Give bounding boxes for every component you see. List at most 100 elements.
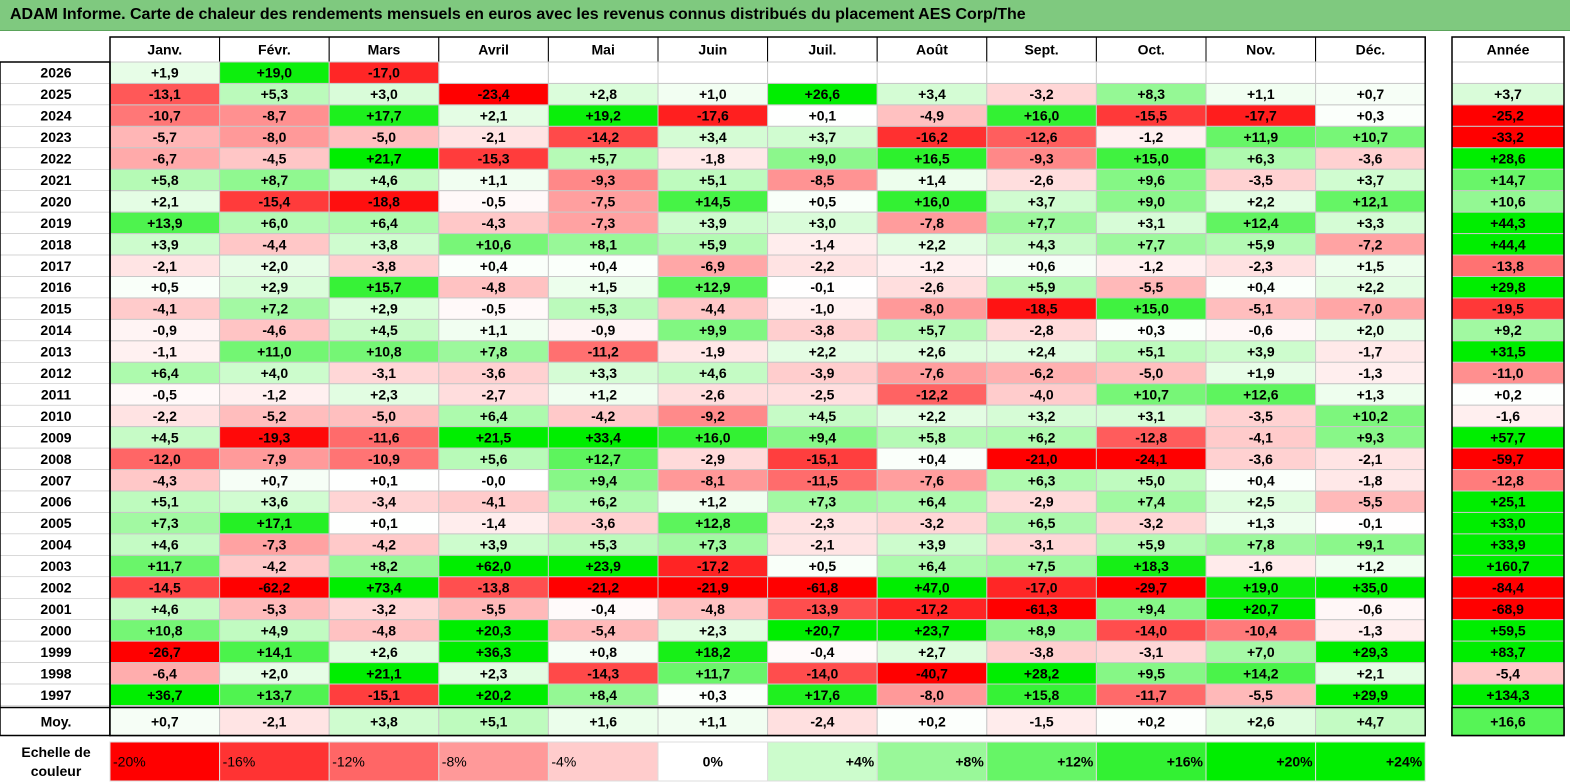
heat-value: +11,0 (257, 344, 292, 360)
year-label-2008: 2008 (40, 451, 71, 467)
heat-value: -6,2 (1030, 365, 1054, 381)
heat-value: +2,3 (480, 665, 508, 681)
heat-value: +10,6 (476, 236, 512, 252)
heat-value: +9,4 (589, 472, 617, 488)
heat-value: +0,3 (1357, 108, 1385, 124)
year-label-2020: 2020 (40, 193, 71, 209)
heat-value: -2,6 (701, 386, 725, 402)
heat-value: -3,6 (1358, 151, 1382, 167)
heat-value: +1,1 (480, 322, 508, 338)
heat-value: +6,4 (918, 494, 946, 510)
heat-value: +12,7 (585, 451, 621, 467)
heat-value: +16,0 (1024, 108, 1060, 124)
heat-value: -5,3 (262, 601, 286, 617)
heat-value: +7,7 (1137, 236, 1165, 252)
heat-value: +0,3 (1137, 322, 1165, 338)
heat-value: +2,2 (1357, 279, 1385, 295)
heat-value: -3,8 (1030, 644, 1054, 660)
heat-value: -0,0 (482, 472, 506, 488)
heat-value: +0,4 (1247, 472, 1275, 488)
heat-value: +4,6 (370, 172, 398, 188)
heat-value: +8,1 (589, 236, 617, 252)
annual-value: +44,3 (1490, 215, 1526, 231)
heat-value: +1,9 (1247, 365, 1275, 381)
heat-value: +11,7 (695, 665, 730, 681)
heat-value: -8,0 (920, 301, 944, 317)
heat-value: +4,5 (809, 408, 837, 424)
heat-value: +1,0 (699, 86, 727, 102)
heat-value: +73,4 (366, 580, 402, 596)
heat-value: +5,9 (699, 236, 727, 252)
annual-header: Année (1487, 42, 1530, 58)
annual-value: -1,6 (1496, 408, 1520, 424)
heat-value: -8,7 (262, 108, 286, 124)
average-annual-border (1451, 706, 1565, 737)
heat-value: +3,7 (809, 129, 837, 145)
heat-value: +9,1 (1357, 537, 1385, 553)
heat-value: +5,9 (1028, 279, 1056, 295)
heat-value: +15,0 (1133, 301, 1169, 317)
heat-value: +0,4 (1247, 279, 1275, 295)
annual-value: -84,4 (1492, 580, 1524, 596)
heat-value: -2,6 (1030, 172, 1054, 188)
heat-value: -4,8 (372, 622, 396, 638)
heat-value: +7,0 (1247, 644, 1275, 660)
scale-step-label: -8% (442, 754, 467, 770)
heat-value: +35,0 (1353, 580, 1389, 596)
year-label-2025: 2025 (40, 86, 71, 102)
heat-value: +3,7 (1028, 193, 1056, 209)
heat-value: +6,0 (261, 215, 289, 231)
heat-value: -4,6 (262, 322, 286, 338)
heat-value: -4,8 (482, 279, 506, 295)
heat-value: +12,6 (1243, 386, 1279, 402)
heat-value: +0,4 (480, 258, 508, 274)
heat-value: +21,7 (366, 151, 402, 167)
heat-value: -4,3 (153, 472, 177, 488)
heat-value: +12,1 (1353, 193, 1389, 209)
heat-value: +4,0 (261, 365, 289, 381)
annual-value: +14,7 (1490, 172, 1526, 188)
scale-label-line2: couleur (31, 763, 82, 779)
heat-value: -5,5 (482, 601, 506, 617)
average-value: +0,2 (1137, 714, 1165, 730)
heat-value: -5,4 (591, 622, 615, 638)
scale-swatch (876, 741, 988, 782)
heat-value: +6,2 (1028, 429, 1056, 445)
annual-value: +29,8 (1490, 279, 1526, 295)
heat-value: +13,9 (147, 215, 183, 231)
heat-value: -1,8 (1358, 472, 1382, 488)
heat-value: +9,4 (1137, 601, 1165, 617)
scale-swatch (219, 741, 330, 782)
heat-value: +3,6 (261, 494, 289, 510)
heat-value: +7,2 (261, 301, 289, 317)
heat-value: -2,2 (153, 408, 177, 424)
heat-value: +4,6 (699, 365, 727, 381)
heat-value: -2,1 (810, 537, 834, 553)
heat-value: +1,1 (480, 172, 508, 188)
heat-value: +0,5 (809, 558, 837, 574)
year-label-2014: 2014 (40, 322, 71, 338)
heat-value: +3,3 (589, 365, 617, 381)
heat-value: +7,7 (1028, 215, 1056, 231)
heat-value: -4,4 (701, 301, 725, 317)
heat-value: -0,4 (591, 601, 615, 617)
heat-value: -3,1 (1139, 644, 1163, 660)
heat-value: -21,0 (1026, 451, 1058, 467)
heat-value: -4,2 (591, 408, 615, 424)
scale-step-label: 0% (703, 754, 724, 770)
heat-value: -7,5 (591, 193, 615, 209)
heat-value: +2,0 (261, 258, 289, 274)
heat-value: -3,4 (372, 494, 396, 510)
heat-value: -2,8 (1030, 322, 1054, 338)
heat-value: -11,2 (588, 344, 619, 360)
heat-value: +20,2 (476, 687, 512, 703)
heat-value: -10,9 (368, 451, 400, 467)
heat-value: +1,4 (918, 172, 946, 188)
heat-value: -3,5 (1249, 408, 1273, 424)
heat-value: -2,1 (482, 129, 506, 145)
month-header-5: Mai (592, 42, 615, 58)
heat-value: +20,7 (805, 622, 841, 638)
heat-value: +4,5 (370, 322, 398, 338)
heat-value: -7,8 (920, 215, 944, 231)
heat-value: +2,2 (1247, 193, 1275, 209)
